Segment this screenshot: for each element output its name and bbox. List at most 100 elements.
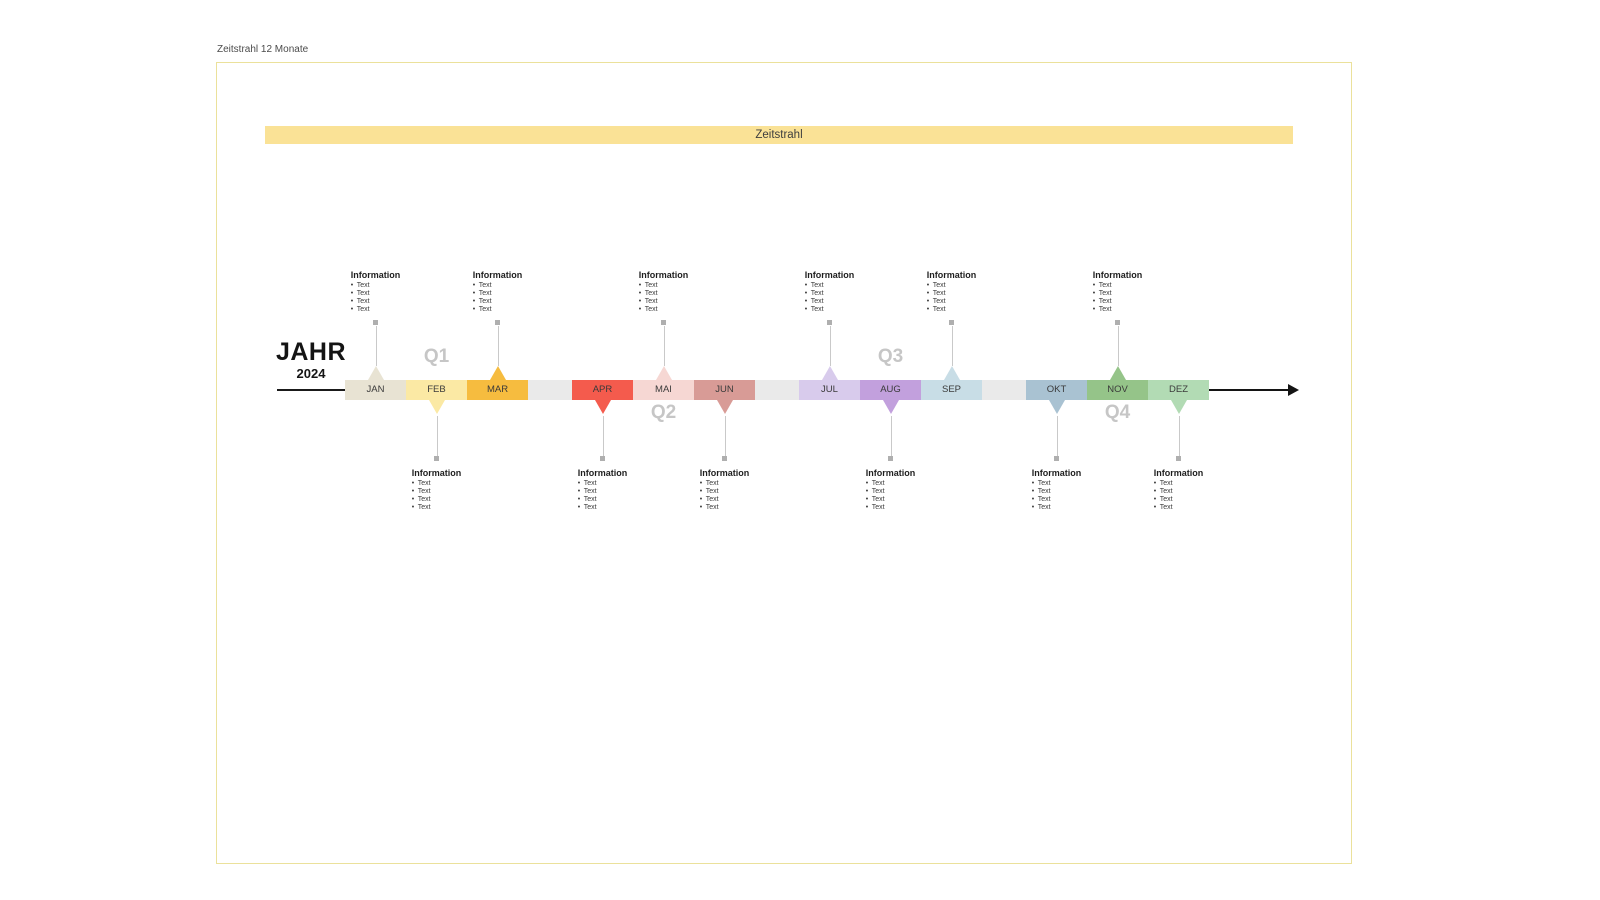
month-feb[interactable]: FEB bbox=[406, 380, 467, 400]
callout-bullet: • Text bbox=[804, 282, 824, 289]
bullet-icon: • bbox=[865, 488, 869, 495]
callout-mar[interactable]: Information • Text • Text • Text • Text bbox=[473, 270, 523, 314]
callout-jan[interactable]: Information • Text • Text • Text • Text bbox=[351, 270, 401, 314]
callout-bullet: • Text bbox=[638, 306, 658, 313]
callout-apr[interactable]: Information • Text • Text • Text • Text bbox=[578, 468, 628, 512]
quarter-label-q3[interactable]: Q3 bbox=[877, 346, 904, 367]
connector-dot-jun bbox=[722, 456, 727, 461]
connector-dot-okt bbox=[1054, 456, 1059, 461]
callout-bullet: • Text bbox=[472, 306, 492, 313]
bullet-icon: • bbox=[638, 306, 642, 313]
month-mar[interactable]: MAR bbox=[467, 380, 528, 400]
callout-mai[interactable]: Information • Text • Text • Text • Text bbox=[639, 270, 689, 314]
connector-line-aug bbox=[890, 416, 892, 456]
bullet-icon: • bbox=[804, 290, 808, 297]
callout-bullet: • Text bbox=[1092, 298, 1112, 305]
callout-bullet: • Text bbox=[865, 504, 885, 511]
year-value[interactable]: 2024 bbox=[296, 366, 326, 381]
bullet-icon: • bbox=[472, 306, 476, 313]
quarter-label-q4[interactable]: Q4 bbox=[1104, 402, 1131, 423]
callout-feb[interactable]: Information • Text • Text • Text • Text bbox=[412, 468, 462, 512]
connector-dot-feb bbox=[434, 456, 439, 461]
connector-line-apr bbox=[602, 416, 604, 456]
callout-bullet: • Text bbox=[1031, 496, 1051, 503]
month-pointer-mai bbox=[655, 366, 672, 380]
callout-bullet: • Text bbox=[577, 488, 597, 495]
connector-line-dez bbox=[1178, 416, 1180, 456]
callout-bullet: • Text bbox=[638, 290, 658, 297]
bullet-icon: • bbox=[350, 306, 354, 313]
connector-line-okt bbox=[1056, 416, 1058, 456]
callout-bullet: • Text bbox=[411, 504, 431, 511]
document-title: Zeitstrahl 12 Monate bbox=[217, 44, 309, 55]
bullet-icon: • bbox=[1153, 480, 1157, 487]
callout-jul[interactable]: Information • Text • Text • Text • Text bbox=[805, 270, 855, 314]
month-jul[interactable]: JUL bbox=[799, 380, 860, 400]
callout-heading: Information bbox=[804, 270, 855, 280]
month-jan[interactable]: JAN bbox=[345, 380, 406, 400]
callout-bullet: • Text bbox=[638, 298, 658, 305]
callout-bullet: • Text bbox=[1153, 504, 1173, 511]
bullet-icon: • bbox=[1092, 298, 1096, 305]
callout-heading: Information bbox=[638, 270, 689, 280]
connector-line-jul bbox=[829, 326, 831, 366]
callout-nov[interactable]: Information • Text • Text • Text • Text bbox=[1093, 270, 1143, 314]
callout-heading: Information bbox=[1153, 468, 1204, 478]
timeline-title-bar[interactable]: Zeitstrahl bbox=[265, 126, 1293, 144]
bullet-icon: • bbox=[411, 488, 415, 495]
callout-bullet: • Text bbox=[350, 290, 370, 297]
bullet-icon: • bbox=[411, 480, 415, 487]
month-pointer-apr bbox=[594, 400, 611, 414]
month-pointer-dez bbox=[1170, 400, 1187, 414]
month-nov[interactable]: NOV bbox=[1087, 380, 1148, 400]
month-aug[interactable]: AUG bbox=[860, 380, 921, 400]
year-lead-line bbox=[277, 389, 345, 391]
callout-bullet: • Text bbox=[699, 488, 719, 495]
connector-dot-jan bbox=[373, 320, 378, 325]
callout-bullet: • Text bbox=[804, 306, 824, 313]
month-sep[interactable]: SEP bbox=[921, 380, 982, 400]
bullet-icon: • bbox=[638, 290, 642, 297]
month-mai[interactable]: MAI bbox=[633, 380, 694, 400]
month-pointer-feb bbox=[428, 400, 445, 414]
connector-line-feb bbox=[436, 416, 438, 456]
callout-bullet: • Text bbox=[699, 480, 719, 487]
bullet-icon: • bbox=[804, 282, 808, 289]
connector-line-nov bbox=[1117, 326, 1119, 366]
callout-bullet: • Text bbox=[411, 480, 431, 487]
connector-dot-dez bbox=[1176, 456, 1181, 461]
bullet-icon: • bbox=[1153, 504, 1157, 511]
bullet-icon: • bbox=[1031, 496, 1035, 503]
month-pointer-jul bbox=[821, 366, 838, 380]
callout-sep[interactable]: Information • Text • Text • Text • Text bbox=[927, 270, 977, 314]
slide-page[interactable] bbox=[216, 62, 1352, 864]
month-okt[interactable]: OKT bbox=[1026, 380, 1087, 400]
callout-dez[interactable]: Information • Text • Text • Text • Text bbox=[1154, 468, 1204, 512]
connector-line-jun bbox=[724, 416, 726, 456]
callout-heading: Information bbox=[1031, 468, 1082, 478]
bullet-icon: • bbox=[350, 298, 354, 305]
month-pointer-jun bbox=[716, 400, 733, 414]
month-jun[interactable]: JUN bbox=[694, 380, 755, 400]
callout-aug[interactable]: Information • Text • Text • Text • Text bbox=[866, 468, 916, 512]
bullet-icon: • bbox=[638, 282, 642, 289]
quarter-label-q2[interactable]: Q2 bbox=[650, 402, 677, 423]
quarter-label-q1[interactable]: Q1 bbox=[423, 346, 450, 367]
callout-bullet: • Text bbox=[638, 282, 658, 289]
bullet-icon: • bbox=[472, 290, 476, 297]
bullet-icon: • bbox=[865, 504, 869, 511]
callout-bullet: • Text bbox=[926, 298, 946, 305]
callout-jun[interactable]: Information • Text • Text • Text • Text bbox=[700, 468, 750, 512]
year-label[interactable]: JAHR bbox=[275, 338, 347, 366]
callout-bullet: • Text bbox=[926, 306, 946, 313]
callout-okt[interactable]: Information • Text • Text • Text • Text bbox=[1032, 468, 1082, 512]
month-apr[interactable]: APR bbox=[572, 380, 633, 400]
month-dez[interactable]: DEZ bbox=[1148, 380, 1209, 400]
connector-line-jan bbox=[375, 326, 377, 366]
bullet-icon: • bbox=[804, 306, 808, 313]
bullet-icon: • bbox=[472, 282, 476, 289]
callout-bullet: • Text bbox=[699, 496, 719, 503]
bullet-icon: • bbox=[638, 298, 642, 305]
callout-bullet: • Text bbox=[350, 298, 370, 305]
bullet-icon: • bbox=[926, 298, 930, 305]
